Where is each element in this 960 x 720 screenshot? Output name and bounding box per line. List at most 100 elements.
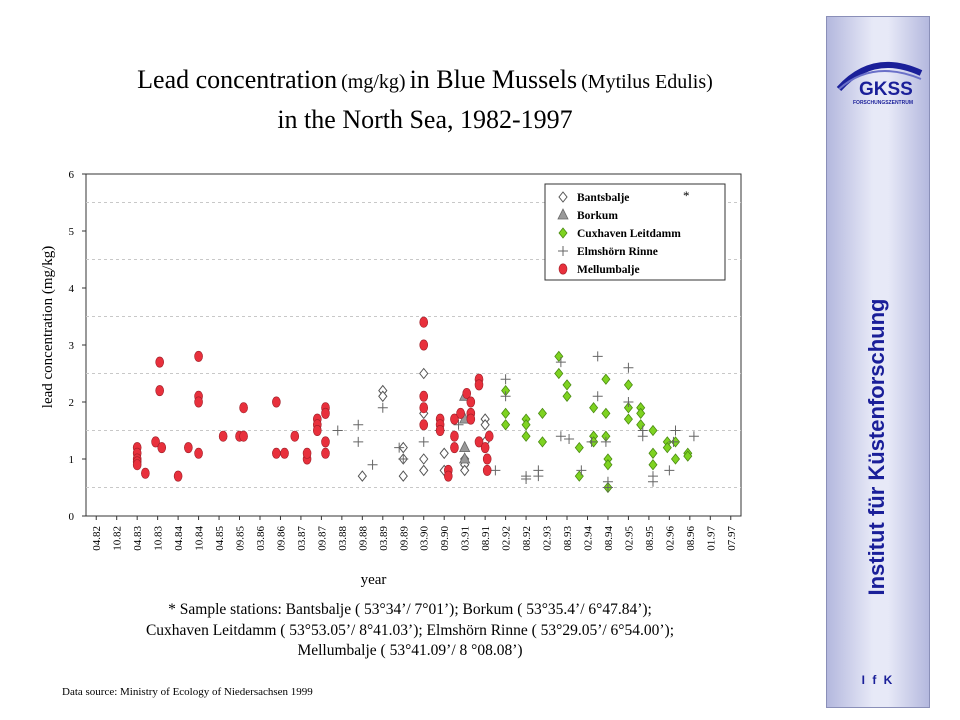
mellumbaljepoint (443, 470, 453, 482)
elmsh-rn-rinnepoint (332, 425, 343, 436)
cuxhaven-leitdammpoint (501, 407, 511, 420)
elmsh-rn-rinnepoint (500, 374, 511, 385)
cuxhaven-leitdammpoint (603, 459, 613, 471)
mellumbaljepoint (151, 436, 160, 448)
institute-name: Institut für Küstenforschung (864, 298, 889, 596)
cuxhaven-leitdammpoint (683, 450, 693, 462)
mellumbaljepoint (157, 442, 167, 454)
legend-marker (558, 263, 568, 275)
legend-label: Borkum (577, 210, 618, 222)
mellumbaljepoint (482, 453, 492, 465)
mellumbaljepoint (466, 413, 476, 425)
scatter-chart: 0 1 2 3 4 5 6 04.82 10.82 04.83 10.83 04.84 10.84 04.… (40, 169, 742, 588)
legend-marker (558, 246, 568, 256)
mellumbaljepoint (239, 430, 248, 442)
footnote-line-3: Mellumbalje ( 53°41.09’/ 8 °08.08’) (297, 642, 523, 659)
x-tick-label: 09.86 (275, 526, 287, 551)
cuxhaven-leitdammpoint (562, 390, 572, 402)
bantsbaljepoint (439, 447, 449, 460)
mellumbaljepoint (155, 356, 164, 368)
x-tick-label: 08.95 (644, 526, 656, 551)
cuxhaven-leitdammpoint (574, 441, 584, 454)
x-tick-label: 04.83 (132, 526, 144, 551)
elmsh-rn-rinnepoint (555, 357, 566, 368)
institute-sidebar: GKSS FORSCHUNGSZENTRUM Institut für Küst… (826, 16, 930, 708)
x-tick-label: 08.91 (480, 526, 492, 551)
elmsh-rn-rinnepoint (623, 362, 634, 373)
data-source: Data source: Ministry of Ecology of Nied… (62, 686, 313, 698)
bantsbaljepoint (398, 470, 408, 482)
cuxhaven-leitdammpoint (537, 436, 547, 448)
x-tick-label: 04.84 (173, 526, 185, 551)
mellumbaljepoint (419, 316, 429, 328)
mellumbaljepoint (272, 447, 281, 459)
mellumbaljepoint (482, 464, 492, 476)
bantsbaljepoint (357, 470, 367, 482)
mellumbaljepoint (484, 430, 494, 442)
cuxhaven-leitdammpoint (601, 407, 611, 420)
elmsh-rn-rinnepoint (668, 436, 679, 447)
x-tick-label: 03.91 (460, 526, 472, 551)
mellumbaljepoint (419, 390, 429, 402)
logo-text: GKSS (859, 79, 913, 100)
mellumbaljepoint (173, 470, 183, 482)
mellumbaljepoint (302, 447, 312, 459)
x-tick-label: 09.87 (316, 526, 328, 551)
title-part-lead: Lead concentration (137, 65, 338, 94)
mellumbaljepoint (290, 430, 300, 442)
elmsh-rn-rinnepoint (637, 431, 648, 442)
legend-label: Bantsbalje (577, 192, 629, 204)
cuxhaven-leitdammpoint (636, 407, 646, 420)
x-tick-label: 10.84 (194, 526, 206, 551)
elmsh-rn-rinnepoint (533, 471, 544, 482)
x-tick-label: 03.86 (255, 526, 267, 551)
y-tick-label: 6 (69, 169, 75, 181)
cuxhaven-leitdammpoint (648, 424, 658, 437)
mellumbaljepoint (480, 442, 490, 454)
elmsh-rn-rinnepoint (586, 436, 597, 447)
elmsh-rn-rinnepoint (367, 459, 378, 470)
bantsbaljepoint (419, 453, 429, 465)
mellumbaljepoint (312, 424, 322, 436)
cuxhaven-leitdammpoint (501, 419, 511, 431)
cuxhaven-leitdammpoint (623, 402, 633, 414)
legend-star: * (683, 188, 690, 203)
cuxhaven-leitdammpoint (648, 447, 658, 459)
elmsh-rn-rinnepoint (453, 419, 464, 430)
title-part-species: (Mytilus Edulis) (581, 71, 713, 93)
mellumbaljepoint (184, 442, 193, 454)
x-tick-label: 07.97 (726, 526, 738, 551)
x-tick-label: 03.88 (337, 526, 349, 551)
elmsh-rn-rinnepoint (555, 431, 566, 442)
cuxhaven-leitdammpoint (554, 367, 564, 380)
cuxhaven-leitdammpoint (562, 379, 572, 391)
title-part-unit: (mg/kg) (341, 71, 406, 93)
legend-marker (557, 208, 569, 220)
mellumbaljepoint (132, 459, 142, 471)
elmsh-rn-rinnepoint (602, 476, 613, 487)
elmsh-rn-rinnepoint (647, 476, 658, 487)
mellumbaljepoint (194, 350, 203, 362)
mellumbaljepoint (321, 407, 330, 419)
mellumbaljepoint (419, 419, 429, 431)
x-tick-label: 02.92 (501, 526, 513, 551)
mellumbaljepoint (321, 436, 330, 448)
footnote-line-1: * Sample stations: Bantsbalje ( 53°34’/ … (168, 601, 652, 618)
elmsh-rn-rinnepoint (490, 465, 501, 476)
elmsh-rn-rinnepoint (521, 473, 532, 484)
title-line-2: in the North Sea, 1982-1997 (277, 105, 573, 134)
elmsh-rn-rinnepoint (564, 434, 575, 445)
cuxhaven-leitdammpoint (601, 373, 611, 385)
y-tick-label: 4 (69, 283, 75, 295)
mellumbaljepoint (435, 424, 445, 436)
x-tick-label: 09.89 (398, 526, 410, 551)
mellumbaljepoint (450, 413, 459, 425)
x-tick-label: 02.96 (664, 526, 676, 551)
bantsbaljepoint (460, 464, 470, 477)
cuxhaven-leitdammpoint (662, 441, 672, 454)
mellumbaljepoint (155, 385, 164, 397)
x-tick-label: 10.83 (153, 526, 165, 551)
cuxhaven-leitdammpoint (521, 419, 531, 431)
borkumpoint (459, 440, 471, 453)
x-tick-label: 08.93 (562, 526, 574, 551)
